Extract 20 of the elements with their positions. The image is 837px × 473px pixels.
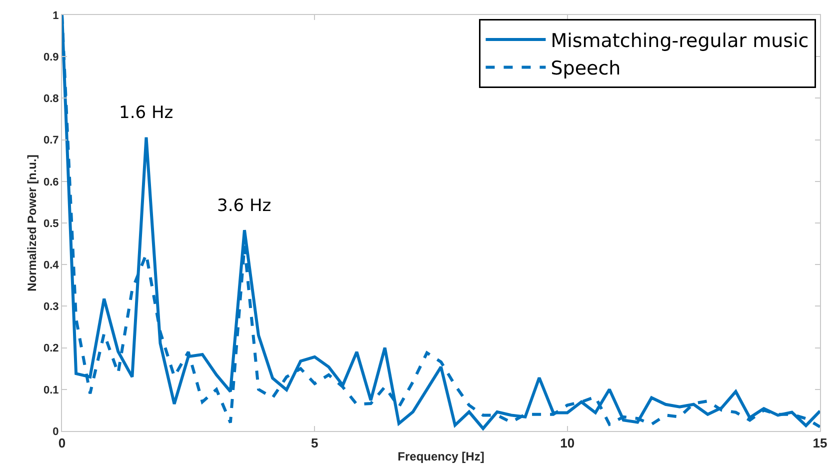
y-tick-label: 0.7 bbox=[44, 134, 59, 147]
x-tick-label: 15 bbox=[812, 436, 828, 451]
y-tick-label: 0.5 bbox=[44, 218, 59, 230]
y-tick-label: 0.6 bbox=[44, 176, 59, 188]
x-tick-label: 5 bbox=[311, 436, 318, 451]
y-tick-label: 0.9 bbox=[44, 51, 59, 64]
y-tick-label: 0.1 bbox=[44, 384, 59, 396]
annotation: 1.6 Hz bbox=[119, 103, 174, 123]
y-tick-label: 0.2 bbox=[44, 342, 59, 355]
legend-label: Speech bbox=[550, 58, 621, 80]
y-tick-label: 1 bbox=[52, 10, 59, 22]
annotation: 3.6 Hz bbox=[217, 196, 272, 216]
y-tick-label: 0.4 bbox=[44, 259, 60, 272]
x-tick-label: 10 bbox=[560, 436, 575, 451]
legend-label: Mismatching-regular music bbox=[550, 30, 809, 52]
y-axis-title: Normalized Power [n.u.] bbox=[24, 154, 39, 292]
y-tick-label: 0.3 bbox=[44, 301, 59, 314]
x-axis-title: Frequency [Hz] bbox=[398, 450, 484, 464]
y-tick-label: 0.8 bbox=[44, 93, 59, 106]
y-tick-label: 0 bbox=[52, 426, 59, 438]
